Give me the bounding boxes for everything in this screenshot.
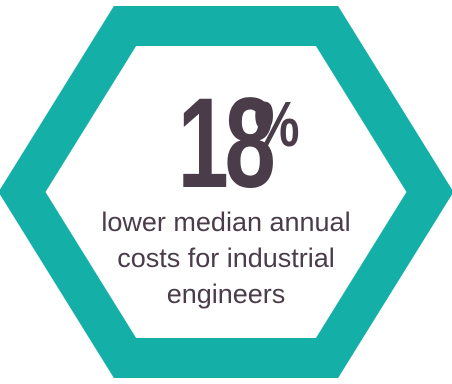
stat-value: 18 [177,72,276,215]
stat-unit: % [253,88,300,160]
caption-line-3: engineers [166,279,286,309]
caption-line-2: costs for industrial [117,243,335,273]
stat-figure: 18% [0,72,452,215]
stat-caption: lower median annual costs for industrial… [0,204,452,312]
hexagon-shape [0,6,452,378]
caption-line-1: lower median annual [101,207,351,237]
